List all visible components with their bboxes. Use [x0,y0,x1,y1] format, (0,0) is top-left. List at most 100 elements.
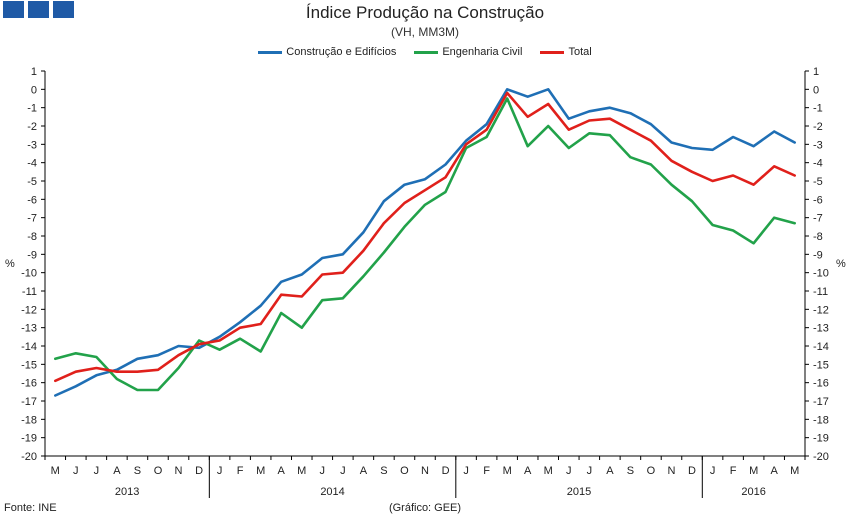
legend-label: Total [568,46,592,58]
x-tick-label: M [790,465,799,477]
y-tick-label-left: -10 [21,268,37,280]
y-tick-label-left: -9 [27,249,37,261]
x-tick-label: D [442,465,450,477]
y-tick-label-right: -11 [813,286,828,298]
y-tick-label-left: -12 [21,304,37,316]
x-tick-label: O [647,465,656,477]
x-tick-label: M [749,465,758,477]
series-line-engenharia-civil [53,97,797,392]
credit-note: (Gráfico: GEE) [388,502,462,514]
y-axis-label-right: % [836,258,846,270]
y-tick-label-right: -9 [813,249,823,261]
x-tick-label: J [340,465,346,477]
legend-item: Total [540,46,592,58]
legend-swatch [540,50,565,54]
y-tick-label-left: -7 [27,213,37,225]
y-tick-label-right: -15 [813,359,829,371]
x-tick-label: O [154,465,163,477]
y-tick-label-right: -14 [813,341,829,353]
legend: Construção e Edifícios Engenharia Civil To… [0,46,850,58]
x-tick-label: J [320,465,326,477]
x-tick-label: S [380,465,387,477]
x-tick-label: S [627,465,634,477]
y-tick-label-right: -17 [813,396,829,408]
y-tick-label-left: -13 [21,323,37,335]
x-tick-label: A [113,465,121,477]
x-tick-label: J [710,465,716,477]
logo-block-1 [3,1,24,18]
y-tick-label-left: -19 [21,433,37,445]
y-tick-label-right: -10 [813,268,829,280]
y-tick-label-right: -16 [813,378,829,390]
y-tick-label-left: -3 [27,139,37,151]
y-tick-label-right: -8 [813,231,823,243]
y-tick-label-left: -5 [27,176,37,188]
year-label: 2015 [567,486,591,498]
y-tick-label-left: -1 [27,103,37,115]
series-line-total [53,91,797,383]
legend-label: Construção e Edifícios [286,46,397,58]
y-tick-label-right: 1 [813,66,819,78]
y-tick-label-left: -2 [27,121,37,133]
y-tick-label-right: -3 [813,139,823,151]
x-tick-label: J [566,465,572,477]
year-label: 2014 [320,486,344,498]
year-label: 2013 [115,486,139,498]
y-tick-label-left: -18 [21,414,37,426]
y-tick-label-right: -6 [813,194,823,206]
x-tick-label: N [175,465,183,477]
y-tick-label-right: -5 [813,176,823,188]
x-tick-label: S [134,465,141,477]
x-tick-label: F [483,465,490,477]
x-tick-label: F [237,465,244,477]
x-tick-label: M [503,465,512,477]
y-tick-label-right: -20 [813,451,829,463]
source-note: Fonte: INE [4,502,57,514]
x-tick-label: A [771,465,779,477]
legend-item: Construção e Edifícios [258,46,396,58]
x-tick-label: M [256,465,265,477]
x-tick-label: A [524,465,532,477]
y-tick-label-left: -16 [21,378,37,390]
y-tick-label-left: -8 [27,231,37,243]
y-tick-label-left: -6 [27,194,37,206]
x-tick-label: A [360,465,368,477]
legend-swatch [258,50,283,54]
y-tick-label-right: -2 [813,121,823,133]
x-tick-label: D [688,465,696,477]
chart-title: Índice Produção na Construção [305,3,545,22]
y-tick-label-right: -1 [813,103,823,115]
x-tick-label: J [94,465,100,477]
x-tick-label: F [730,465,737,477]
x-tick-label: O [400,465,409,477]
y-tick-label-left: -14 [21,341,37,353]
legend-swatch [414,50,439,54]
y-axis-label-left: % [5,258,15,270]
y-tick-label-left: -4 [27,158,37,170]
x-tick-label: A [606,465,614,477]
y-tick-label-right: -13 [813,323,829,335]
y-tick-label-left: -15 [21,359,37,371]
x-tick-label: J [73,465,79,477]
x-tick-label: M [297,465,306,477]
x-tick-label: N [421,465,429,477]
x-tick-label: J [463,465,469,477]
x-tick-label: A [278,465,286,477]
y-tick-label-right: 0 [813,84,819,96]
series-line-constru-o-e-edif-cios [53,88,797,397]
x-tick-label: N [668,465,676,477]
legend-item: Engenharia Civil [414,46,522,58]
chart-subtitle: (VH, MM3M) [391,25,459,39]
x-tick-label: D [195,465,203,477]
y-tick-label-left: 1 [31,66,37,78]
y-tick-label-right: -12 [813,304,829,316]
logo-block-3 [53,1,74,18]
logo-block-2 [28,1,49,18]
y-tick-label-left: -17 [21,396,37,408]
y-tick-label-right: -18 [813,414,829,426]
x-tick-label: J [587,465,593,477]
x-tick-label: J [217,465,223,477]
x-tick-label: M [51,465,60,477]
y-tick-label-right: -19 [813,433,829,445]
